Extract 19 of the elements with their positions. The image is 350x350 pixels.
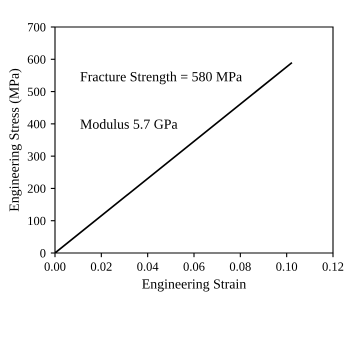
x-tick-label: 0.12	[322, 262, 344, 271]
x-tick-label: 0.02	[90, 262, 112, 271]
x-tick-label: 0.00	[44, 262, 66, 271]
y-tick-label: 700	[28, 23, 46, 32]
y-tick-label: 300	[28, 152, 46, 161]
y-tick-label: 500	[28, 88, 46, 96]
x-tick-label: 0.06	[184, 262, 205, 271]
y-tick-label: 0	[40, 249, 46, 258]
y-tick-label: 100	[28, 216, 46, 226]
annotation: Fracture Strength = 580 MPa	[80, 72, 242, 84]
y-axis-title: Engineering Stress (MPa)	[9, 68, 22, 212]
y-tick-label: 600	[28, 55, 46, 64]
y-tick-label: 200	[28, 184, 46, 193]
x-tick-label: 0.10	[276, 262, 298, 271]
annotation: Modulus 5.7 GPa	[80, 119, 178, 129]
x-tick-label: 0.08	[230, 262, 251, 271]
x-axis-title: Engineering Strain	[142, 279, 246, 292]
y-tick-label: 400	[27, 120, 46, 128]
x-tick-label: 0.04	[137, 262, 158, 271]
